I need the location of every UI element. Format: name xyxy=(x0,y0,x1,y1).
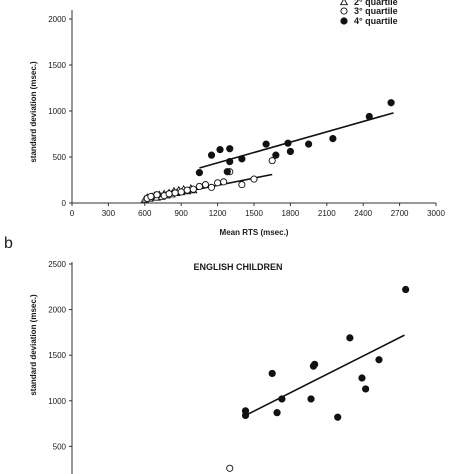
x-tick-label: 1500 xyxy=(245,209,263,218)
y-tick-label: 1500 xyxy=(48,61,66,70)
data-point-circle-filled xyxy=(307,395,315,403)
data-point-circle-filled xyxy=(262,140,270,148)
data-point-circle-open xyxy=(153,191,161,199)
data-point-circle-filled xyxy=(286,147,295,156)
panel-b-letter: b xyxy=(4,235,13,252)
data-point-circle-filled xyxy=(268,369,276,378)
data-point-circle-open xyxy=(250,175,258,183)
legend-marker-triangle-open xyxy=(339,0,349,6)
data-point-circle-filled xyxy=(284,139,292,147)
data-point-circle-filled xyxy=(402,285,410,294)
data-point-circle-filled xyxy=(278,395,286,403)
data-point-circle-open xyxy=(201,181,210,189)
panel-a-points xyxy=(140,99,395,203)
data-point-circle-open xyxy=(171,189,179,197)
data-point-circle-filled xyxy=(273,409,281,417)
data-point-circle-open xyxy=(183,186,191,194)
data-point-circle-filled xyxy=(223,168,231,176)
data-point-circle-open xyxy=(220,178,228,186)
data-point-circle-filled xyxy=(346,334,354,342)
data-point-circle-filled xyxy=(334,413,342,421)
data-point-circle-open xyxy=(195,182,203,190)
data-point-circle-filled xyxy=(207,151,216,159)
data-point-circle-open xyxy=(165,190,173,198)
data-point-circle-filled xyxy=(358,374,366,382)
x-tick-label: 2400 xyxy=(354,209,372,218)
data-point-circle-filled xyxy=(305,140,313,148)
data-point-circle-filled xyxy=(226,145,234,153)
x-tick-label: 1200 xyxy=(209,209,227,218)
data-point-circle-filled xyxy=(226,158,234,166)
y-tick-label: 2000 xyxy=(48,306,66,315)
x-tick-label: 3000 xyxy=(427,209,445,218)
legend-marker-circle-filled xyxy=(340,17,348,25)
data-point-circle-open xyxy=(147,193,155,201)
data-point-circle-filled xyxy=(329,135,337,143)
x-tick-label: 1800 xyxy=(282,209,300,218)
data-point-circle-filled xyxy=(272,151,280,159)
data-point-circle-filled xyxy=(238,155,246,163)
panel-a-x-axis-label: Mean RTS (msec.) xyxy=(220,228,289,237)
panel-a-y-ticks: 0 500 1000 1500 2000 xyxy=(48,15,72,208)
y-tick-label: 500 xyxy=(53,153,67,162)
panel-b-points xyxy=(226,285,410,472)
panel-a-trendlines xyxy=(144,112,394,201)
x-tick-label: 600 xyxy=(138,209,152,218)
data-point-circle-open xyxy=(207,183,216,191)
x-tick-label: 900 xyxy=(175,209,189,218)
trendline-circle-filled xyxy=(245,334,405,417)
panel-a-scatter-chart: 0 500 1000 1500 2000 0 300 600 900 1200 1500 1800 2… xyxy=(29,0,445,237)
data-point-circle-filled xyxy=(216,146,224,154)
panel-a-y-axis-label: standard deviation (msec.) xyxy=(29,61,38,163)
x-tick-label: 2700 xyxy=(391,209,409,218)
data-point-circle-filled xyxy=(311,360,319,368)
data-point-circle-open xyxy=(214,179,222,187)
x-tick-label: 300 xyxy=(102,209,116,218)
data-point-circle-filled xyxy=(195,169,203,177)
legend-label: 4° quartile xyxy=(354,16,398,26)
data-point-circle-filled xyxy=(375,356,383,364)
data-point-circle-filled xyxy=(241,411,250,419)
data-point-circle-open xyxy=(268,157,276,165)
panel-b-y-axis-label: standard deviation (msec.) xyxy=(29,294,38,396)
data-point-circle-open xyxy=(177,188,185,196)
data-point-circle-filled xyxy=(365,112,373,121)
legend-marker-circle-open xyxy=(340,7,348,15)
data-point-circle-open xyxy=(226,464,234,472)
panel-b-scatter-chart: b ENGLISH CHILDREN 500 1000 1500 2000 2500 s… xyxy=(4,235,410,474)
panel-b-trendlines xyxy=(245,334,405,417)
y-tick-label: 1000 xyxy=(48,397,66,406)
y-tick-label: 0 xyxy=(62,199,67,208)
x-tick-label: 0 xyxy=(70,209,75,218)
legend-label: 2° quartile xyxy=(354,0,398,7)
data-point-circle-open xyxy=(238,181,246,189)
y-tick-label: 500 xyxy=(53,442,67,451)
data-point-circle-filled xyxy=(387,99,395,107)
y-tick-label: 2500 xyxy=(48,260,66,269)
panel-b-title: ENGLISH CHILDREN xyxy=(193,262,282,272)
y-tick-label: 1500 xyxy=(48,351,66,360)
y-tick-label: 2000 xyxy=(48,15,66,24)
x-tick-label: 2100 xyxy=(318,209,336,218)
data-point-circle-open xyxy=(189,185,197,193)
legend-label: 3° quartile xyxy=(354,6,398,16)
panel-a-x-ticks: 0 300 600 900 1200 1500 1800 2100 2400 2700 3000 xyxy=(70,203,445,218)
panel-b-y-ticks: 500 1000 1500 2000 2500 xyxy=(48,260,72,451)
data-point-circle-filled xyxy=(362,385,370,393)
y-tick-label: 1000 xyxy=(48,107,66,116)
